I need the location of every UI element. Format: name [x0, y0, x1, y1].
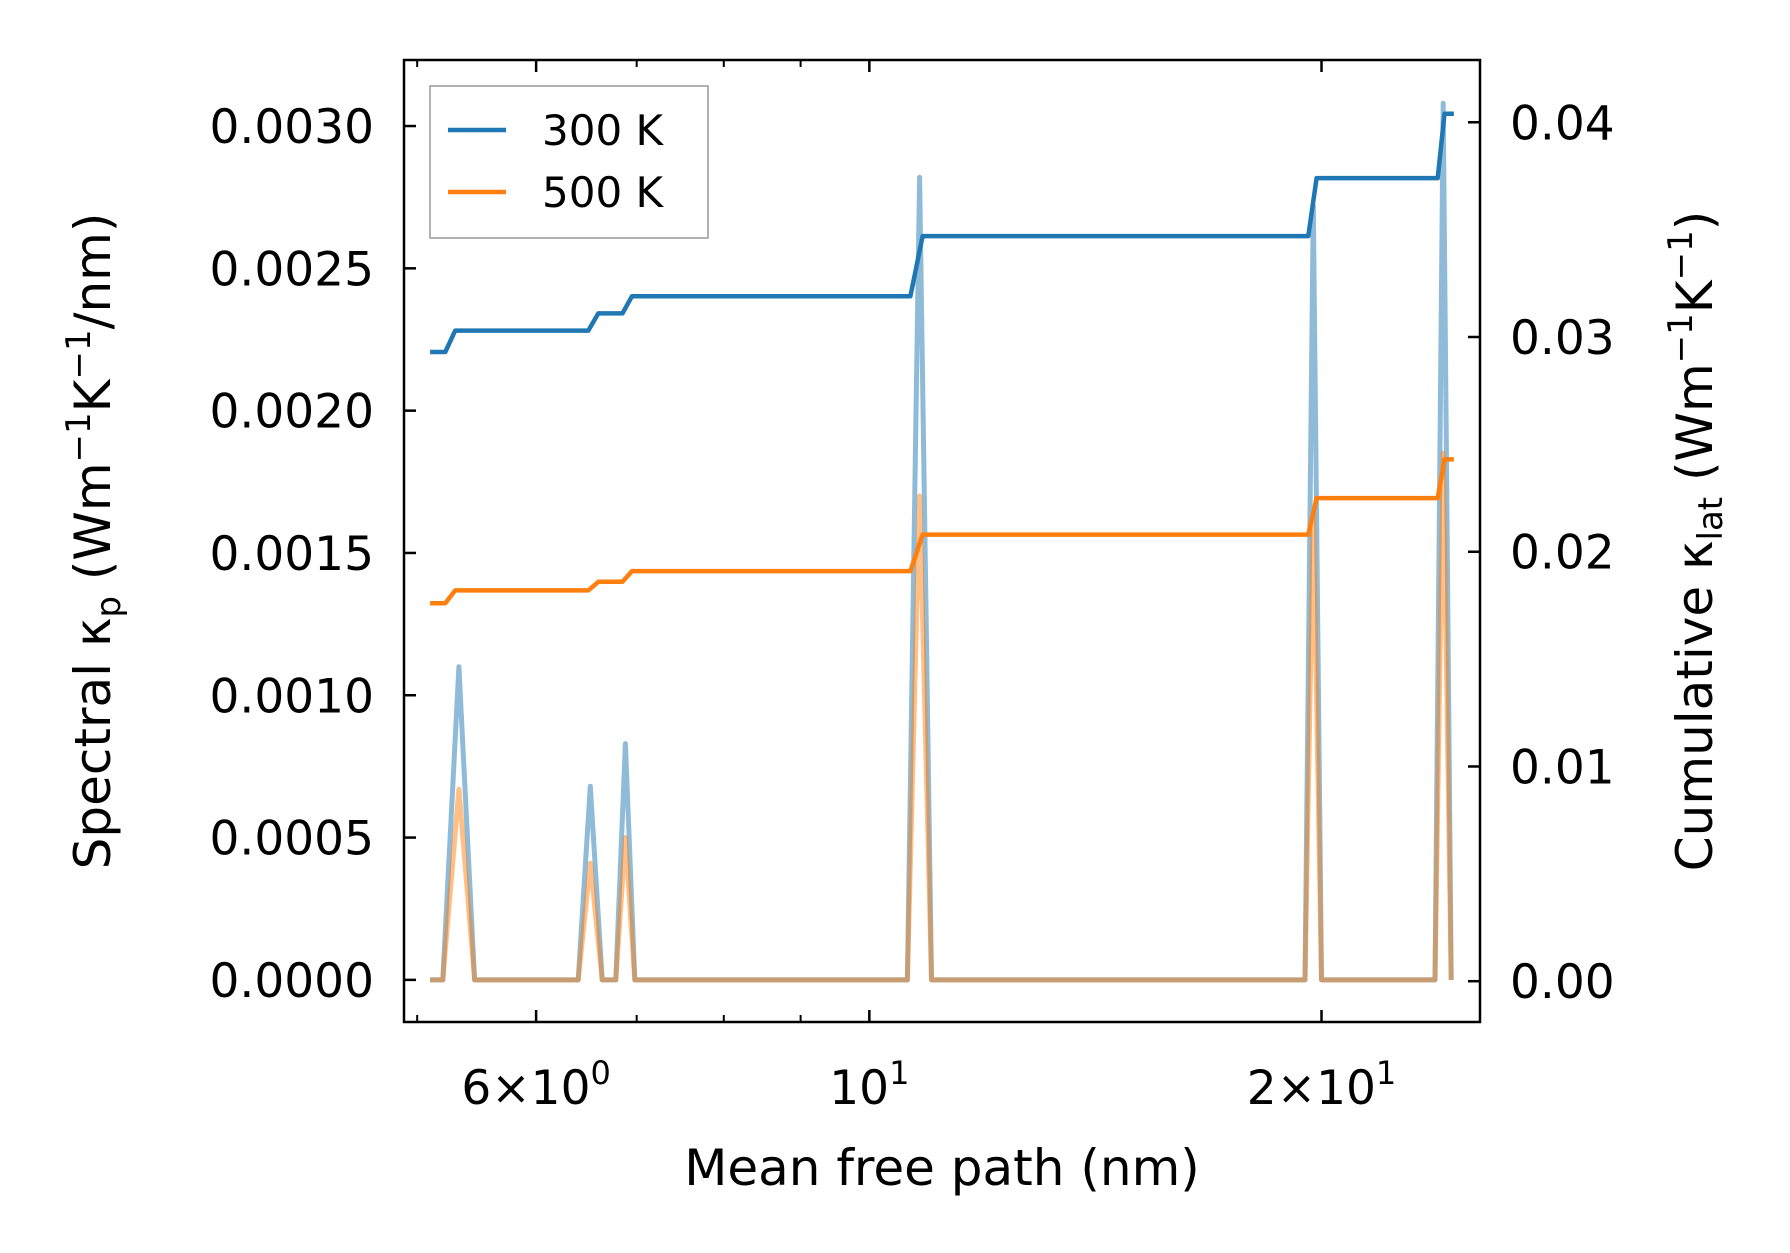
y-right-label-k: K	[1666, 279, 1724, 313]
y-right-label-sub: lat	[1691, 497, 1731, 541]
x-tick-label-base: 10	[829, 1061, 889, 1116]
y-left-tick-label: 0.0010	[210, 669, 374, 724]
series-group	[430, 100, 1454, 983]
x-tick-label-exp: 1	[889, 1054, 909, 1092]
y-left-tick-label: 0.0030	[210, 100, 374, 155]
y-left-label-unit: (Wm	[64, 462, 122, 596]
y-right-label-unit: (Wm	[1666, 363, 1724, 497]
x-tick-label-times: ×	[1277, 1061, 1316, 1116]
x-tick-label-ten: 10	[1316, 1061, 1376, 1116]
y-axis-left-label: Spectral κp (Wm−1K−1/nm)	[59, 213, 129, 870]
y-right-label-pre: Cumulative κ	[1666, 540, 1724, 871]
y-right-tick-label: 0.04	[1510, 96, 1615, 151]
x-tick-label-ten: 10	[531, 1061, 591, 1116]
y-left-tick-label: 0.0005	[210, 812, 374, 867]
y-right-label-sup1: −1	[1661, 313, 1701, 363]
axes-ticks: 0.00000.00050.00100.00150.00200.00250.00…	[210, 60, 1615, 1116]
cumulative-line-300-k	[430, 111, 1454, 355]
legend-label: 300 K	[542, 106, 665, 155]
y-left-tick-label: 0.0025	[210, 242, 374, 297]
axes-frame	[402, 58, 1482, 1024]
y-right-label-sup2: −1	[1661, 230, 1701, 280]
x-tick-label: 6×100	[461, 1054, 610, 1116]
legend-box	[429, 85, 709, 239]
y-axis-right-label: Cumulative κlat (Wm−1K−1)	[1661, 211, 1731, 871]
x-tick-label-base: 6	[461, 1061, 491, 1116]
x-axis-label: Mean free path (nm)	[684, 1139, 1200, 1197]
cumulative-line-500-k	[430, 457, 1454, 606]
y-right-tick-label: 0.03	[1510, 311, 1615, 366]
y-right-label-tail: )	[1666, 211, 1724, 231]
spectral-line-500-k	[430, 450, 1454, 983]
legend: 300 K 500 K	[429, 85, 709, 239]
legend-label: 500 K	[542, 168, 665, 217]
y-left-tick-label: 0.0000	[210, 954, 374, 1009]
x-tick-label: 2×101	[1247, 1054, 1396, 1116]
x-tick-label-exp: 0	[590, 1054, 610, 1092]
y-left-tick-label: 0.0020	[210, 385, 374, 440]
y-left-label-sup2: −1	[59, 329, 99, 379]
plot-area	[430, 100, 1454, 983]
y-left-label-k: K	[64, 378, 122, 412]
y-left-label-tail: /nm)	[64, 213, 122, 330]
y-right-tick-label: 0.02	[1510, 526, 1615, 581]
y-left-label-sub: p	[89, 596, 129, 618]
x-tick-label: 101	[829, 1054, 909, 1116]
x-tick-label-times: ×	[491, 1061, 530, 1116]
y-left-label-pre: Spectral κ	[64, 618, 122, 870]
y-left-tick-label: 0.0015	[210, 527, 374, 582]
x-tick-label-base: 2	[1247, 1061, 1277, 1116]
y-left-label-sup1: −1	[59, 412, 99, 462]
y-right-tick-label: 0.01	[1510, 740, 1615, 795]
x-tick-label-exp: 1	[1376, 1054, 1396, 1092]
y-right-tick-label: 0.00	[1510, 955, 1615, 1010]
